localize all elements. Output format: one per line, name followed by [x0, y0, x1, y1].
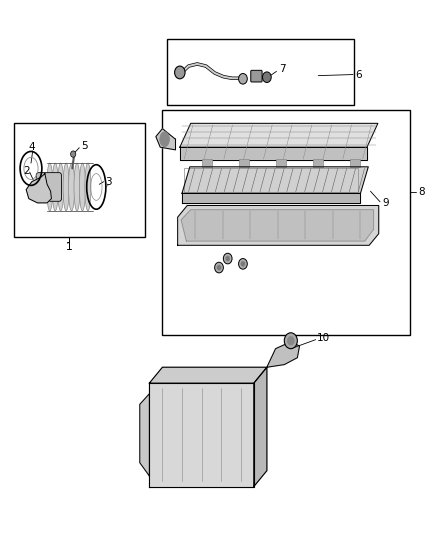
Polygon shape — [254, 367, 267, 487]
Text: 8: 8 — [418, 187, 425, 197]
Bar — [201, 159, 212, 167]
Circle shape — [175, 66, 185, 79]
Ellipse shape — [52, 163, 58, 211]
Polygon shape — [182, 193, 360, 203]
Bar — [162, 110, 410, 335]
Polygon shape — [182, 167, 368, 193]
Polygon shape — [180, 123, 378, 147]
Polygon shape — [140, 394, 149, 476]
Circle shape — [223, 253, 232, 264]
Text: 10: 10 — [317, 333, 330, 343]
Ellipse shape — [74, 163, 80, 211]
Circle shape — [215, 262, 223, 273]
Bar — [276, 159, 286, 167]
Text: 2: 2 — [23, 166, 29, 176]
Polygon shape — [181, 210, 374, 241]
Circle shape — [287, 336, 294, 345]
Circle shape — [284, 333, 297, 349]
Text: 6: 6 — [355, 70, 362, 79]
Ellipse shape — [63, 163, 69, 211]
Ellipse shape — [160, 132, 170, 147]
Circle shape — [239, 259, 247, 269]
Text: 3: 3 — [105, 176, 111, 187]
Ellipse shape — [79, 163, 85, 211]
Polygon shape — [26, 174, 51, 203]
Text: 1: 1 — [66, 242, 72, 252]
Circle shape — [226, 256, 230, 261]
Circle shape — [71, 151, 76, 157]
Bar — [350, 159, 360, 167]
Text: 5: 5 — [81, 141, 88, 151]
Bar — [14, 123, 145, 237]
Circle shape — [241, 261, 245, 266]
Polygon shape — [149, 383, 254, 487]
FancyBboxPatch shape — [36, 173, 61, 201]
Bar — [239, 159, 250, 167]
Text: 1: 1 — [66, 242, 72, 252]
Text: 7: 7 — [279, 64, 286, 74]
Polygon shape — [180, 147, 367, 160]
Polygon shape — [178, 206, 379, 245]
Text: 9: 9 — [382, 198, 389, 208]
Circle shape — [239, 74, 247, 84]
Ellipse shape — [68, 163, 74, 211]
Circle shape — [262, 72, 271, 83]
Text: 4: 4 — [28, 142, 35, 152]
Circle shape — [217, 265, 221, 270]
Bar — [167, 38, 354, 105]
Ellipse shape — [47, 163, 53, 211]
Polygon shape — [149, 367, 267, 383]
Polygon shape — [267, 342, 300, 367]
Polygon shape — [156, 128, 176, 150]
FancyBboxPatch shape — [251, 70, 262, 82]
Ellipse shape — [85, 163, 91, 211]
Bar — [313, 159, 323, 167]
Ellipse shape — [58, 163, 64, 211]
Bar — [184, 168, 358, 192]
